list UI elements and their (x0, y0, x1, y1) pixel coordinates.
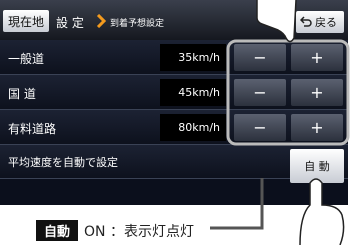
overlay (0, 0, 355, 245)
highlight (228, 41, 348, 144)
hand-top (257, 0, 296, 42)
callout-line (210, 178, 262, 228)
page: 現在地 設 定 到着予想設定 戻る 平均速度を自動で設定 自 動 一般道35km… (0, 0, 355, 245)
hand-bottom (300, 179, 344, 245)
callout-text: ON ：表示灯点灯 (84, 221, 198, 241)
callout-badge: 自動 (36, 220, 78, 241)
